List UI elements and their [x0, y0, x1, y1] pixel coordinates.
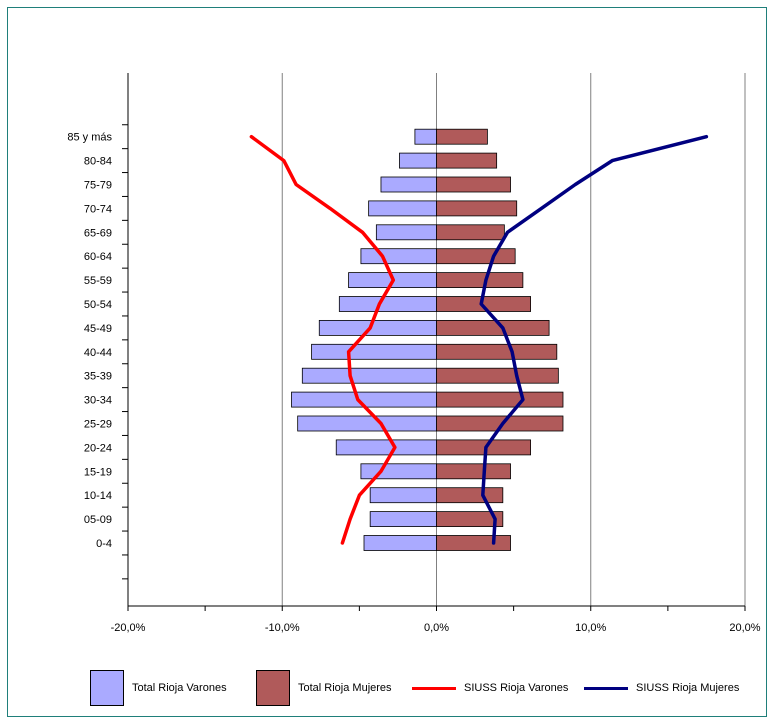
series-lines: [249, 134, 709, 545]
y-tick-label: 85 y más: [67, 132, 112, 144]
bar: [436, 128, 488, 145]
bar: [436, 319, 550, 336]
y-tick-label: 0-4: [96, 538, 112, 550]
bar: [360, 463, 437, 480]
bar: [436, 535, 511, 551]
bar: [436, 152, 498, 169]
bar: [436, 463, 511, 480]
legend-label-siuss-mujeres: SIUSS Rioja Mujeres: [636, 682, 740, 694]
y-tick-label: 40-44: [84, 347, 112, 359]
bar: [436, 248, 516, 265]
bar: [436, 367, 559, 384]
bar: [436, 511, 504, 528]
bar: [375, 224, 437, 241]
bar: [414, 128, 437, 145]
legend-swatch-total-mujeres: [256, 670, 290, 706]
y-tick-label: 35-39: [84, 371, 112, 383]
legend-line-siuss-mujeres: [584, 686, 628, 690]
legend-item-total-varones: Total Rioja Varones: [90, 668, 227, 708]
bar: [338, 296, 437, 312]
bar: [380, 176, 437, 193]
y-tick-label: 05-09: [84, 514, 112, 526]
bars: [291, 128, 564, 551]
y-tick-label: 50-54: [84, 299, 112, 311]
bar: [436, 224, 505, 241]
y-tick-label: 60-64: [84, 251, 112, 263]
bar: [436, 176, 511, 193]
chart-frame: [7, 7, 767, 717]
bar: [436, 415, 564, 432]
legend-item-siuss-mujeres: SIUSS Rioja Mujeres: [584, 668, 739, 708]
bar: [436, 272, 524, 289]
y-tick-label: 55-59: [84, 275, 112, 287]
series-line: [479, 134, 709, 545]
x-tick-label: 20,0%: [729, 622, 760, 634]
bar: [301, 367, 437, 384]
legend-label-total-mujeres: Total Rioja Mujeres: [298, 682, 392, 694]
bar: [363, 535, 437, 551]
bar: [335, 439, 437, 456]
y-tick-label: 65-69: [84, 227, 112, 239]
y-tick-label: 10-14: [84, 490, 112, 502]
bar: [360, 248, 437, 265]
bar: [436, 391, 564, 408]
bar: [297, 415, 437, 432]
y-tick-label: 30-34: [84, 395, 112, 407]
legend-swatch-total-varones: [90, 670, 124, 706]
bar: [318, 319, 437, 336]
legend-item-siuss-varones: SIUSS Rioja Varones: [412, 668, 568, 708]
bar: [311, 343, 437, 360]
y-tick-label: 45-49: [84, 323, 112, 335]
y-tick-label: 80-84: [84, 156, 112, 168]
legend-item-total-mujeres: Total Rioja Mujeres: [256, 668, 392, 708]
y-tick-label: 20-24: [84, 442, 112, 454]
y-tick-label: 70-74: [84, 203, 112, 215]
bar: [436, 200, 518, 217]
bar: [436, 343, 558, 360]
legend-line-siuss-varones: [412, 686, 456, 690]
y-tick-label: 25-29: [84, 419, 112, 431]
x-tick-label: 0,0%: [424, 622, 449, 634]
legend-label-total-varones: Total Rioja Varones: [132, 682, 227, 694]
bar: [369, 487, 437, 504]
legend-label-siuss-varones: SIUSS Rioja Varones: [464, 682, 569, 694]
bar: [436, 439, 531, 456]
x-tick-label: -20,0%: [111, 622, 146, 634]
bar: [369, 511, 437, 528]
x-tick-label: 10,0%: [575, 622, 606, 634]
y-tick-label: 75-79: [84, 180, 112, 192]
axes: [122, 73, 746, 611]
series-line: [249, 134, 397, 545]
y-tick-label: 15-19: [84, 466, 112, 478]
bar: [436, 487, 504, 504]
x-tick-label: -10,0%: [265, 622, 300, 634]
bar: [368, 200, 437, 217]
tick-labels: 0-4 05-09 10-14 15-19 20-24 25-29 30-34 35-39 40…: [67, 132, 760, 634]
bar: [399, 152, 437, 169]
legend: Total Rioja Varones Total Rioja Mujeres …: [90, 668, 750, 708]
